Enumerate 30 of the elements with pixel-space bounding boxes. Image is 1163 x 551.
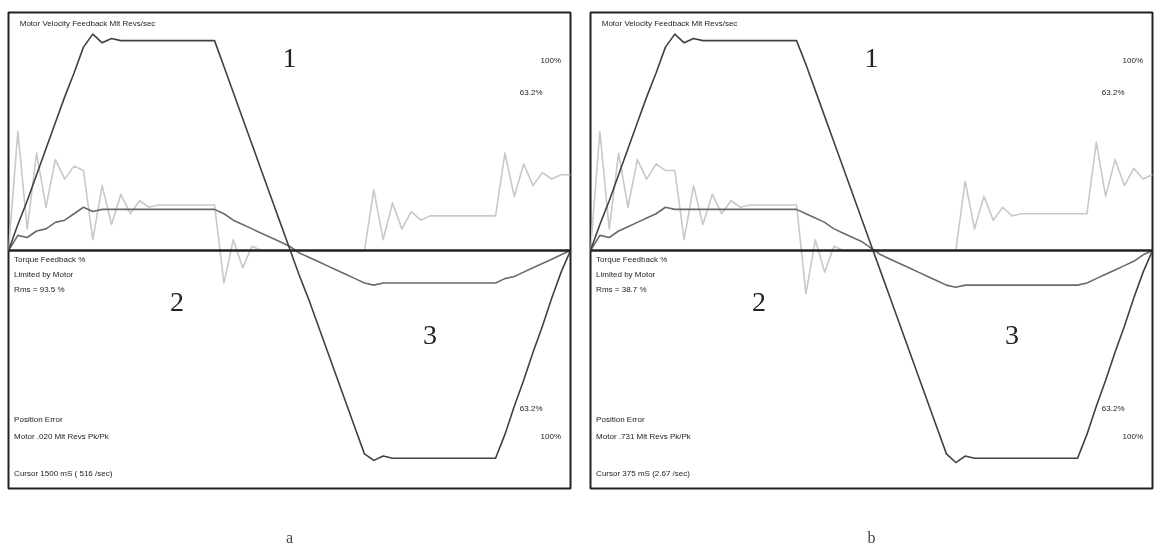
annotation: Rms = 93.5 % — [14, 284, 65, 294]
annotation: 3 — [423, 318, 437, 350]
annotation: Position Error — [596, 414, 645, 424]
annotation: Limited by Motor — [14, 269, 74, 279]
annotation: 63.2% — [519, 88, 543, 98]
annotation: Motor .020 Mlt Revs Pk/Pk — [14, 432, 110, 442]
annotation: Rms = 38.7 % — [596, 284, 647, 294]
annotation: 63.2% — [519, 403, 543, 413]
annotation: 100% — [1122, 55, 1144, 65]
annotation: Motor .731 Mlt Revs Pk/Pk — [596, 432, 692, 442]
annotation: 63.2% — [1101, 88, 1125, 98]
text: Motor Velocity Feedback Mlt Revs/sec — [19, 18, 156, 28]
annotation: 1 — [282, 41, 297, 73]
text: Cursor 375 mS (2.67 /sec) — [596, 468, 691, 478]
annotation: 100% — [1122, 432, 1144, 442]
annotation: 2 — [752, 286, 767, 318]
annotation: Position Error — [14, 414, 63, 424]
annotation: 100% — [540, 432, 562, 442]
annotation: 1 — [864, 41, 879, 73]
annotation: Torque Feedback % — [14, 254, 86, 264]
annotation: Torque Feedback % — [596, 254, 668, 264]
x-axis-title: a — [285, 528, 294, 546]
annotation: 100% — [540, 55, 562, 65]
annotation: 3 — [1005, 318, 1019, 350]
annotation: Limited by Motor — [596, 269, 656, 279]
annotation: 63.2% — [1101, 403, 1125, 413]
annotation: 2 — [170, 286, 185, 318]
x-axis-title: b — [867, 528, 876, 546]
text: Motor Velocity Feedback Mlt Revs/sec — [601, 18, 738, 28]
text: Cursor 1500 mS ( 516 /sec) — [14, 468, 113, 478]
